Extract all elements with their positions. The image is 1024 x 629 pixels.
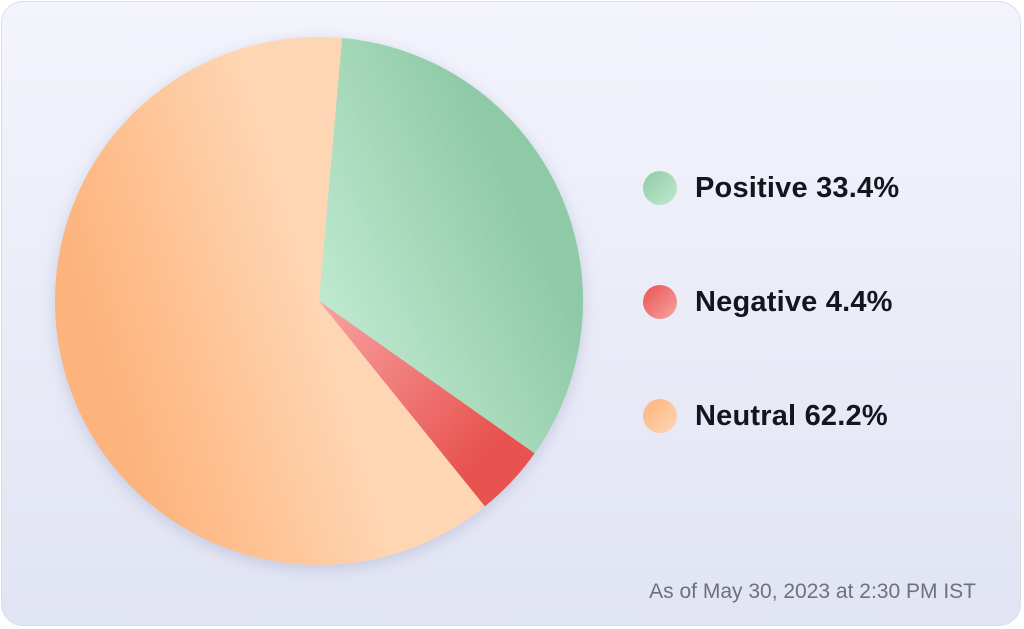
pie-slice-neutral — [55, 36, 485, 565]
pie-chart — [55, 36, 584, 565]
legend-item-positive: Positive 33.4% — [643, 168, 899, 208]
pie-slice-positive — [319, 38, 584, 454]
legend-label-positive: Positive 33.4% — [695, 171, 900, 204]
timestamp-label: As of May 30, 2023 at 2:30 PM IST — [649, 580, 976, 603]
legend-item-neutral: Neutral 62.2% — [643, 396, 888, 436]
legend-label-negative: Negative 4.4% — [695, 285, 893, 318]
legend-item-negative: Negative 4.4% — [643, 282, 893, 322]
pie-slice-negative — [319, 301, 535, 507]
legend-dot-positive — [643, 171, 677, 205]
legend-dot-neutral — [643, 399, 677, 433]
legend-dot-negative — [643, 285, 677, 319]
legend-label-neutral: Neutral 62.2% — [695, 399, 888, 432]
